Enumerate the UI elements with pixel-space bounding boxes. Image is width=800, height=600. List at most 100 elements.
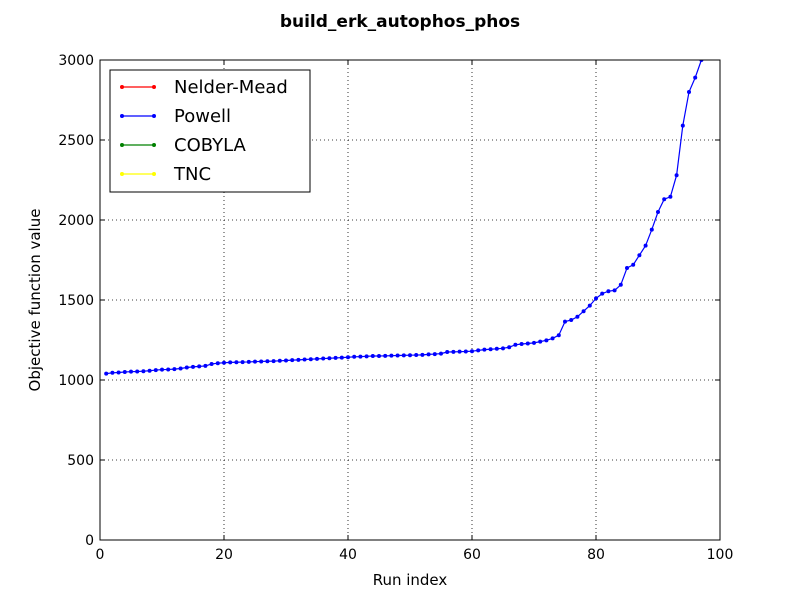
data-point <box>271 359 276 364</box>
data-point <box>550 336 555 341</box>
legend-marker <box>152 172 156 176</box>
legend-label: COBYLA <box>174 135 247 156</box>
data-point <box>507 345 512 350</box>
data-point <box>209 362 214 366</box>
data-point <box>532 340 536 345</box>
data-point <box>160 367 164 372</box>
data-point <box>494 346 499 351</box>
data-point <box>172 367 177 372</box>
y-tick-label: 1500 <box>58 293 94 309</box>
data-point <box>222 360 226 365</box>
x-tick-label: 60 <box>463 547 481 563</box>
data-point <box>600 291 605 296</box>
data-point <box>581 309 586 314</box>
data-point <box>457 349 462 354</box>
data-point <box>587 303 592 308</box>
data-point <box>296 357 301 362</box>
data-point <box>333 355 338 360</box>
y-tick-label: 3000 <box>58 53 94 69</box>
data-point <box>687 90 691 94</box>
data-point <box>228 360 233 365</box>
data-point <box>290 358 295 363</box>
x-tick-label: 80 <box>587 547 605 563</box>
data-point <box>377 354 381 358</box>
data-point <box>519 342 524 346</box>
x-tick-label: 100 <box>707 547 734 563</box>
y-tick-label: 0 <box>85 533 94 549</box>
data-point <box>302 357 307 362</box>
data-point <box>476 348 481 353</box>
data-point <box>451 349 456 354</box>
data-point <box>327 356 332 361</box>
x-tick-label: 20 <box>215 547 233 563</box>
data-point <box>693 75 698 80</box>
data-point <box>649 227 654 232</box>
legend-marker <box>120 114 124 118</box>
chart-title: build_erk_autophos_phos <box>280 12 520 32</box>
data-point <box>662 197 667 202</box>
data-point <box>463 349 468 354</box>
data-point <box>563 319 567 324</box>
data-point <box>315 356 319 361</box>
data-point <box>556 333 561 338</box>
data-point <box>116 370 121 375</box>
series-layer <box>104 60 704 376</box>
data-point <box>594 296 598 301</box>
data-point <box>656 210 660 214</box>
data-point <box>308 357 313 362</box>
data-point <box>215 361 220 366</box>
data-point <box>246 359 251 364</box>
data-point <box>426 352 431 357</box>
data-point <box>253 359 257 364</box>
data-point <box>352 354 357 359</box>
legend-label: Powell <box>174 106 231 127</box>
data-point <box>432 352 437 357</box>
data-point <box>358 354 363 359</box>
y-axis-label: Objective function value <box>26 209 44 392</box>
data-point <box>178 366 183 371</box>
data-point <box>513 342 518 347</box>
x-tick-label: 40 <box>339 547 357 563</box>
data-point <box>129 369 133 374</box>
data-point <box>414 353 419 358</box>
legend-marker <box>120 143 124 147</box>
data-point <box>203 363 208 368</box>
data-point <box>197 364 202 369</box>
y-tick-label: 2500 <box>58 133 94 149</box>
data-point <box>265 359 270 364</box>
y-tick-label: 1000 <box>58 373 94 389</box>
data-point <box>191 364 195 369</box>
x-axis-label: Run index <box>373 571 448 589</box>
data-point <box>346 355 350 360</box>
data-point <box>383 353 388 358</box>
y-tick-label: 500 <box>67 453 94 469</box>
data-point <box>166 367 171 372</box>
data-point <box>482 347 487 352</box>
data-point <box>370 354 375 358</box>
legend-marker <box>120 85 124 89</box>
legend-marker <box>152 114 156 118</box>
data-point <box>420 352 425 357</box>
data-point <box>135 369 140 374</box>
data-point <box>339 355 344 360</box>
data-point <box>234 360 239 365</box>
data-point <box>395 353 400 358</box>
data-point <box>147 368 152 373</box>
data-point <box>445 350 450 354</box>
data-point <box>674 173 679 178</box>
data-point <box>141 369 146 374</box>
data-point <box>277 358 282 363</box>
data-point <box>364 354 369 359</box>
data-point <box>575 314 580 319</box>
data-point <box>401 353 406 358</box>
data-point <box>122 370 127 374</box>
data-point <box>606 289 611 294</box>
legend: Nelder-Mead Powell COBYLA TNC <box>109 69 311 193</box>
y-tick-label: 2000 <box>58 213 94 229</box>
data-point <box>538 339 543 344</box>
data-point <box>488 347 493 352</box>
data-point <box>408 353 412 358</box>
legend-box <box>109 69 311 193</box>
data-point <box>184 365 189 370</box>
